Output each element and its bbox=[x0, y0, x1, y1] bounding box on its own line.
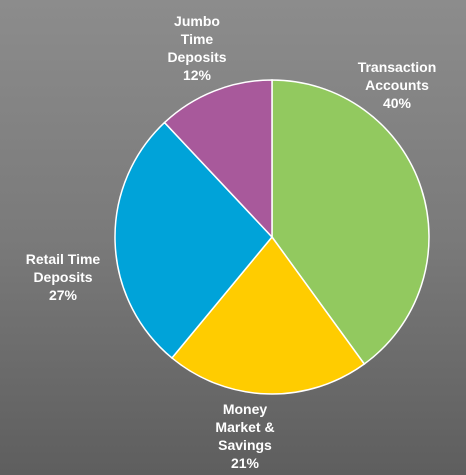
slice-label: Retail Time Deposits 27% bbox=[8, 250, 118, 304]
pie-slice bbox=[170, 235, 366, 395]
pie-slice bbox=[163, 79, 273, 239]
slice-label: Transaction Accounts 40% bbox=[347, 58, 447, 112]
pie-slice bbox=[114, 121, 273, 360]
category-label: Money Market & Savings bbox=[215, 401, 275, 453]
value-label: 27% bbox=[48, 287, 78, 303]
value-label: 40% bbox=[382, 95, 412, 111]
category-label: Transaction Accounts bbox=[357, 59, 437, 93]
category-label: Jumbo Time Deposits bbox=[167, 13, 227, 65]
slice-label: Money Market & Savings 21% bbox=[209, 400, 281, 472]
value-label: 21% bbox=[230, 455, 260, 471]
pie-slice bbox=[271, 79, 430, 366]
category-label: Retail Time Deposits bbox=[25, 251, 101, 285]
slice-label: Jumbo Time Deposits 12% bbox=[161, 12, 233, 84]
value-label: 12% bbox=[182, 67, 212, 83]
